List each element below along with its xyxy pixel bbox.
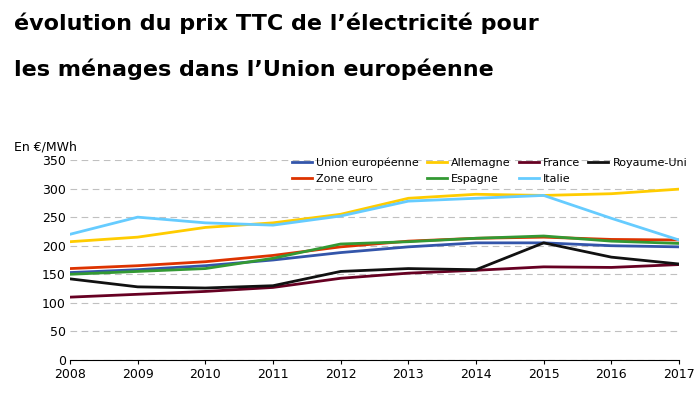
Union européenne (201, 263, 209, 268)
Espagne (134, 269, 142, 274)
Royaume-Uni (269, 283, 277, 288)
Allemagne (675, 187, 683, 192)
France (66, 295, 74, 300)
Legend: Union européenne, Zone euro, Allemagne, Espagne, France, Italie, Royaume-Uni: Union européenne, Zone euro, Allemagne, … (292, 158, 687, 184)
Union européenne (540, 240, 548, 245)
Zone euro (134, 263, 142, 268)
Espagne (675, 241, 683, 246)
Allemagne (66, 239, 74, 244)
Italie (675, 238, 683, 242)
Line: Espagne: Espagne (70, 236, 679, 274)
France (269, 285, 277, 290)
Royaume-Uni (201, 286, 209, 290)
Union européenne (472, 240, 480, 245)
France (540, 264, 548, 269)
Zone euro (675, 238, 683, 242)
Allemagne (269, 220, 277, 225)
Union européenne (607, 243, 615, 248)
Royaume-Uni (675, 262, 683, 266)
Zone euro (337, 244, 345, 249)
Italie (607, 216, 615, 221)
Italie (134, 215, 142, 220)
Union européenne (675, 244, 683, 249)
Line: France: France (70, 264, 679, 297)
Zone euro (404, 239, 412, 244)
Union européenne (337, 250, 345, 255)
Royaume-Uni (607, 255, 615, 260)
Espagne (607, 239, 615, 244)
Allemagne (540, 193, 548, 198)
Zone euro (66, 266, 74, 271)
Italie (201, 220, 209, 225)
Zone euro (269, 253, 277, 258)
Royaume-Uni (66, 276, 74, 281)
Allemagne (607, 191, 615, 196)
Italie (337, 214, 345, 218)
France (675, 262, 683, 267)
France (201, 289, 209, 294)
France (607, 265, 615, 270)
Espagne (540, 234, 548, 238)
Line: Union européenne: Union européenne (70, 243, 679, 272)
Espagne (337, 242, 345, 246)
Union européenne (404, 244, 412, 249)
Zone euro (607, 237, 615, 242)
Espagne (269, 256, 277, 261)
Line: Italie: Italie (70, 196, 679, 240)
Espagne (66, 272, 74, 277)
Text: évolution du prix TTC de l’électricité pour: évolution du prix TTC de l’électricité p… (14, 12, 539, 34)
Royaume-Uni (540, 240, 548, 245)
France (337, 276, 345, 281)
Union européenne (134, 267, 142, 272)
Royaume-Uni (472, 267, 480, 272)
Allemagne (472, 192, 480, 197)
Italie (404, 199, 412, 204)
Italie (66, 232, 74, 237)
Line: Allemagne: Allemagne (70, 189, 679, 242)
Espagne (201, 266, 209, 271)
Allemagne (404, 196, 412, 201)
Espagne (472, 236, 480, 241)
Italie (269, 223, 277, 228)
Allemagne (201, 225, 209, 230)
Union européenne (66, 270, 74, 275)
Zone euro (201, 259, 209, 264)
Allemagne (337, 212, 345, 217)
Line: Zone euro: Zone euro (70, 237, 679, 268)
France (404, 271, 412, 276)
Text: En €/MWh: En €/MWh (14, 141, 77, 154)
Zone euro (540, 235, 548, 240)
France (134, 292, 142, 297)
Text: les ménages dans l’Union européenne: les ménages dans l’Union européenne (14, 58, 493, 80)
Royaume-Uni (337, 269, 345, 274)
Espagne (404, 239, 412, 244)
Royaume-Uni (404, 266, 412, 271)
Royaume-Uni (134, 284, 142, 289)
Line: Royaume-Uni: Royaume-Uni (70, 243, 679, 288)
Allemagne (134, 235, 142, 240)
Italie (472, 196, 480, 201)
Union européenne (269, 258, 277, 262)
France (472, 268, 480, 273)
Italie (540, 193, 548, 198)
Zone euro (472, 236, 480, 241)
